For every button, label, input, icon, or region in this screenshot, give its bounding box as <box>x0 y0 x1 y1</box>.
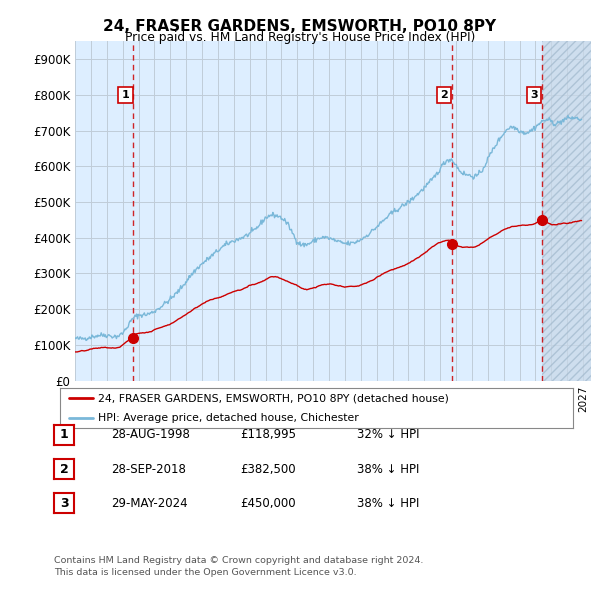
Text: 24, FRASER GARDENS, EMSWORTH, PO10 8PY: 24, FRASER GARDENS, EMSWORTH, PO10 8PY <box>103 19 497 34</box>
Text: 2: 2 <box>440 90 448 100</box>
Text: 1: 1 <box>121 90 129 100</box>
Text: 28-AUG-1998: 28-AUG-1998 <box>111 428 190 441</box>
Text: 38% ↓ HPI: 38% ↓ HPI <box>357 463 419 476</box>
Text: 24, FRASER GARDENS, EMSWORTH, PO10 8PY (detached house): 24, FRASER GARDENS, EMSWORTH, PO10 8PY (… <box>98 394 449 404</box>
Text: 29-MAY-2024: 29-MAY-2024 <box>111 497 188 510</box>
Text: 1: 1 <box>60 428 68 441</box>
Text: Contains HM Land Registry data © Crown copyright and database right 2024.
This d: Contains HM Land Registry data © Crown c… <box>54 556 424 577</box>
Text: 38% ↓ HPI: 38% ↓ HPI <box>357 497 419 510</box>
Text: 2: 2 <box>60 463 68 476</box>
Text: £382,500: £382,500 <box>240 463 296 476</box>
Text: 28-SEP-2018: 28-SEP-2018 <box>111 463 186 476</box>
Text: 32% ↓ HPI: 32% ↓ HPI <box>357 428 419 441</box>
Text: £118,995: £118,995 <box>240 428 296 441</box>
Text: 3: 3 <box>530 90 538 100</box>
Bar <box>542 41 591 381</box>
Text: Price paid vs. HM Land Registry's House Price Index (HPI): Price paid vs. HM Land Registry's House … <box>125 31 475 44</box>
Text: £450,000: £450,000 <box>240 497 296 510</box>
Text: 3: 3 <box>60 497 68 510</box>
Text: HPI: Average price, detached house, Chichester: HPI: Average price, detached house, Chic… <box>98 413 359 422</box>
